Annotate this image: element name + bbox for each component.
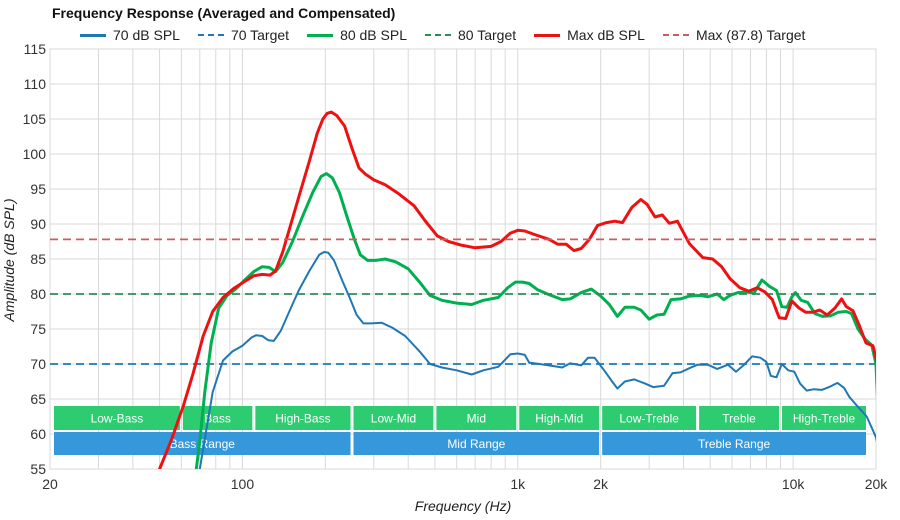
- y-axis-ticks: 55 60 65 70 75 80 85 90 95 100 105 110 115: [23, 41, 47, 477]
- band-bass-range: [54, 432, 351, 455]
- legend-swatch: [425, 34, 451, 36]
- x-tick-label: 10k: [782, 476, 806, 492]
- band-bass: [182, 406, 253, 430]
- legend-item: Max dB SPL: [534, 27, 645, 43]
- x-tick-label: 20: [42, 476, 58, 492]
- legend-label: 70 dB SPL: [113, 27, 180, 43]
- legend-item: 80 Target: [425, 27, 516, 43]
- x-tick-label: 100: [231, 476, 255, 492]
- band-treble-range: [602, 432, 866, 455]
- legend-label: 70 Target: [230, 27, 290, 43]
- series-lines: [50, 110, 876, 469]
- legend-swatch: [662, 34, 689, 36]
- chart-title: Frequency Response (Averaged and Compens…: [52, 5, 396, 21]
- y-tick-label: 95: [30, 181, 46, 197]
- y-tick-label: 105: [23, 111, 47, 127]
- y-tick-label: 80: [30, 286, 46, 302]
- y-tick-label: 85: [30, 251, 46, 267]
- band-high-mid: [519, 406, 600, 430]
- band-low-bass: [54, 406, 180, 430]
- y-tick-label: 60: [30, 426, 46, 442]
- x-axis-ticks: 20 100 1k 2k 10k 20k: [42, 476, 888, 492]
- band-high-bass-label: High-Bass: [275, 412, 330, 426]
- band-bass-range-label: Bass Range: [170, 437, 236, 451]
- band-mid: [436, 406, 517, 430]
- series-line-max-db-spl: [158, 110, 876, 469]
- legend-swatch: [197, 34, 224, 36]
- band-mid-label: Mid: [467, 412, 486, 426]
- x-tick-label: 20k: [865, 476, 889, 492]
- legend-label: Max (87.8) Target: [695, 27, 806, 43]
- legend-swatch: [534, 33, 561, 37]
- band-treble-range-label: Treble Range: [698, 437, 771, 451]
- band-high-treble-label: High-Treble: [793, 412, 856, 426]
- band-low-treble: [602, 406, 697, 430]
- y-tick-label: 90: [30, 216, 46, 232]
- chart-grid: [49, 48, 877, 470]
- band-treble: [699, 406, 780, 430]
- series-line-70-db-spl: [198, 251, 876, 469]
- band-high-bass: [255, 406, 351, 430]
- y-tick-label: 65: [30, 391, 46, 407]
- y-tick-label: 110: [24, 76, 47, 92]
- band-high-mid-label: High-Mid: [535, 412, 583, 426]
- band-treble-label: Treble: [722, 412, 756, 426]
- legend-label: 80 dB SPL: [340, 27, 407, 43]
- y-tick-label: 55: [30, 461, 46, 477]
- legend-item: 80 dB SPL: [307, 27, 407, 43]
- band-mid-range: [353, 432, 600, 455]
- x-tick-label: 1k: [510, 476, 526, 492]
- y-tick-label: 70: [30, 356, 46, 372]
- x-tick-label: 2k: [593, 476, 609, 492]
- legend-item: Max (87.8) Target: [662, 27, 806, 43]
- band-bass-label: Bass: [204, 412, 231, 426]
- y-tick-label: 100: [23, 146, 47, 162]
- legend-swatch: [307, 33, 334, 37]
- band-low-bass-label: Low-Bass: [91, 412, 144, 426]
- legend-label: Max dB SPL: [567, 27, 645, 43]
- y-axis-label: Amplitude (dB SPL): [1, 199, 17, 323]
- legend-item: 70 dB SPL: [80, 27, 180, 43]
- legend-label: 80 Target: [458, 27, 517, 43]
- legend-swatch: [80, 33, 106, 37]
- band-high-treble: [782, 406, 866, 430]
- chart-legend: 70 dB SPL 70 Target 80 dB SPL 80 Target Max …: [80, 27, 805, 43]
- legend-item: 70 Target: [197, 27, 290, 43]
- band-low-mid: [353, 406, 434, 430]
- range-bands: Low-Bass Bass High-Bass Low-Mid Mid High-Mid L…: [54, 406, 866, 455]
- band-low-mid-label: Low-Mid: [371, 412, 416, 426]
- band-mid-range-label: Mid Range: [447, 437, 505, 451]
- y-tick-label: 75: [30, 321, 46, 337]
- band-low-treble-label: Low-Treble: [619, 412, 679, 426]
- x-axis-label: Frequency (Hz): [415, 498, 511, 514]
- y-tick-label: 115: [24, 41, 47, 57]
